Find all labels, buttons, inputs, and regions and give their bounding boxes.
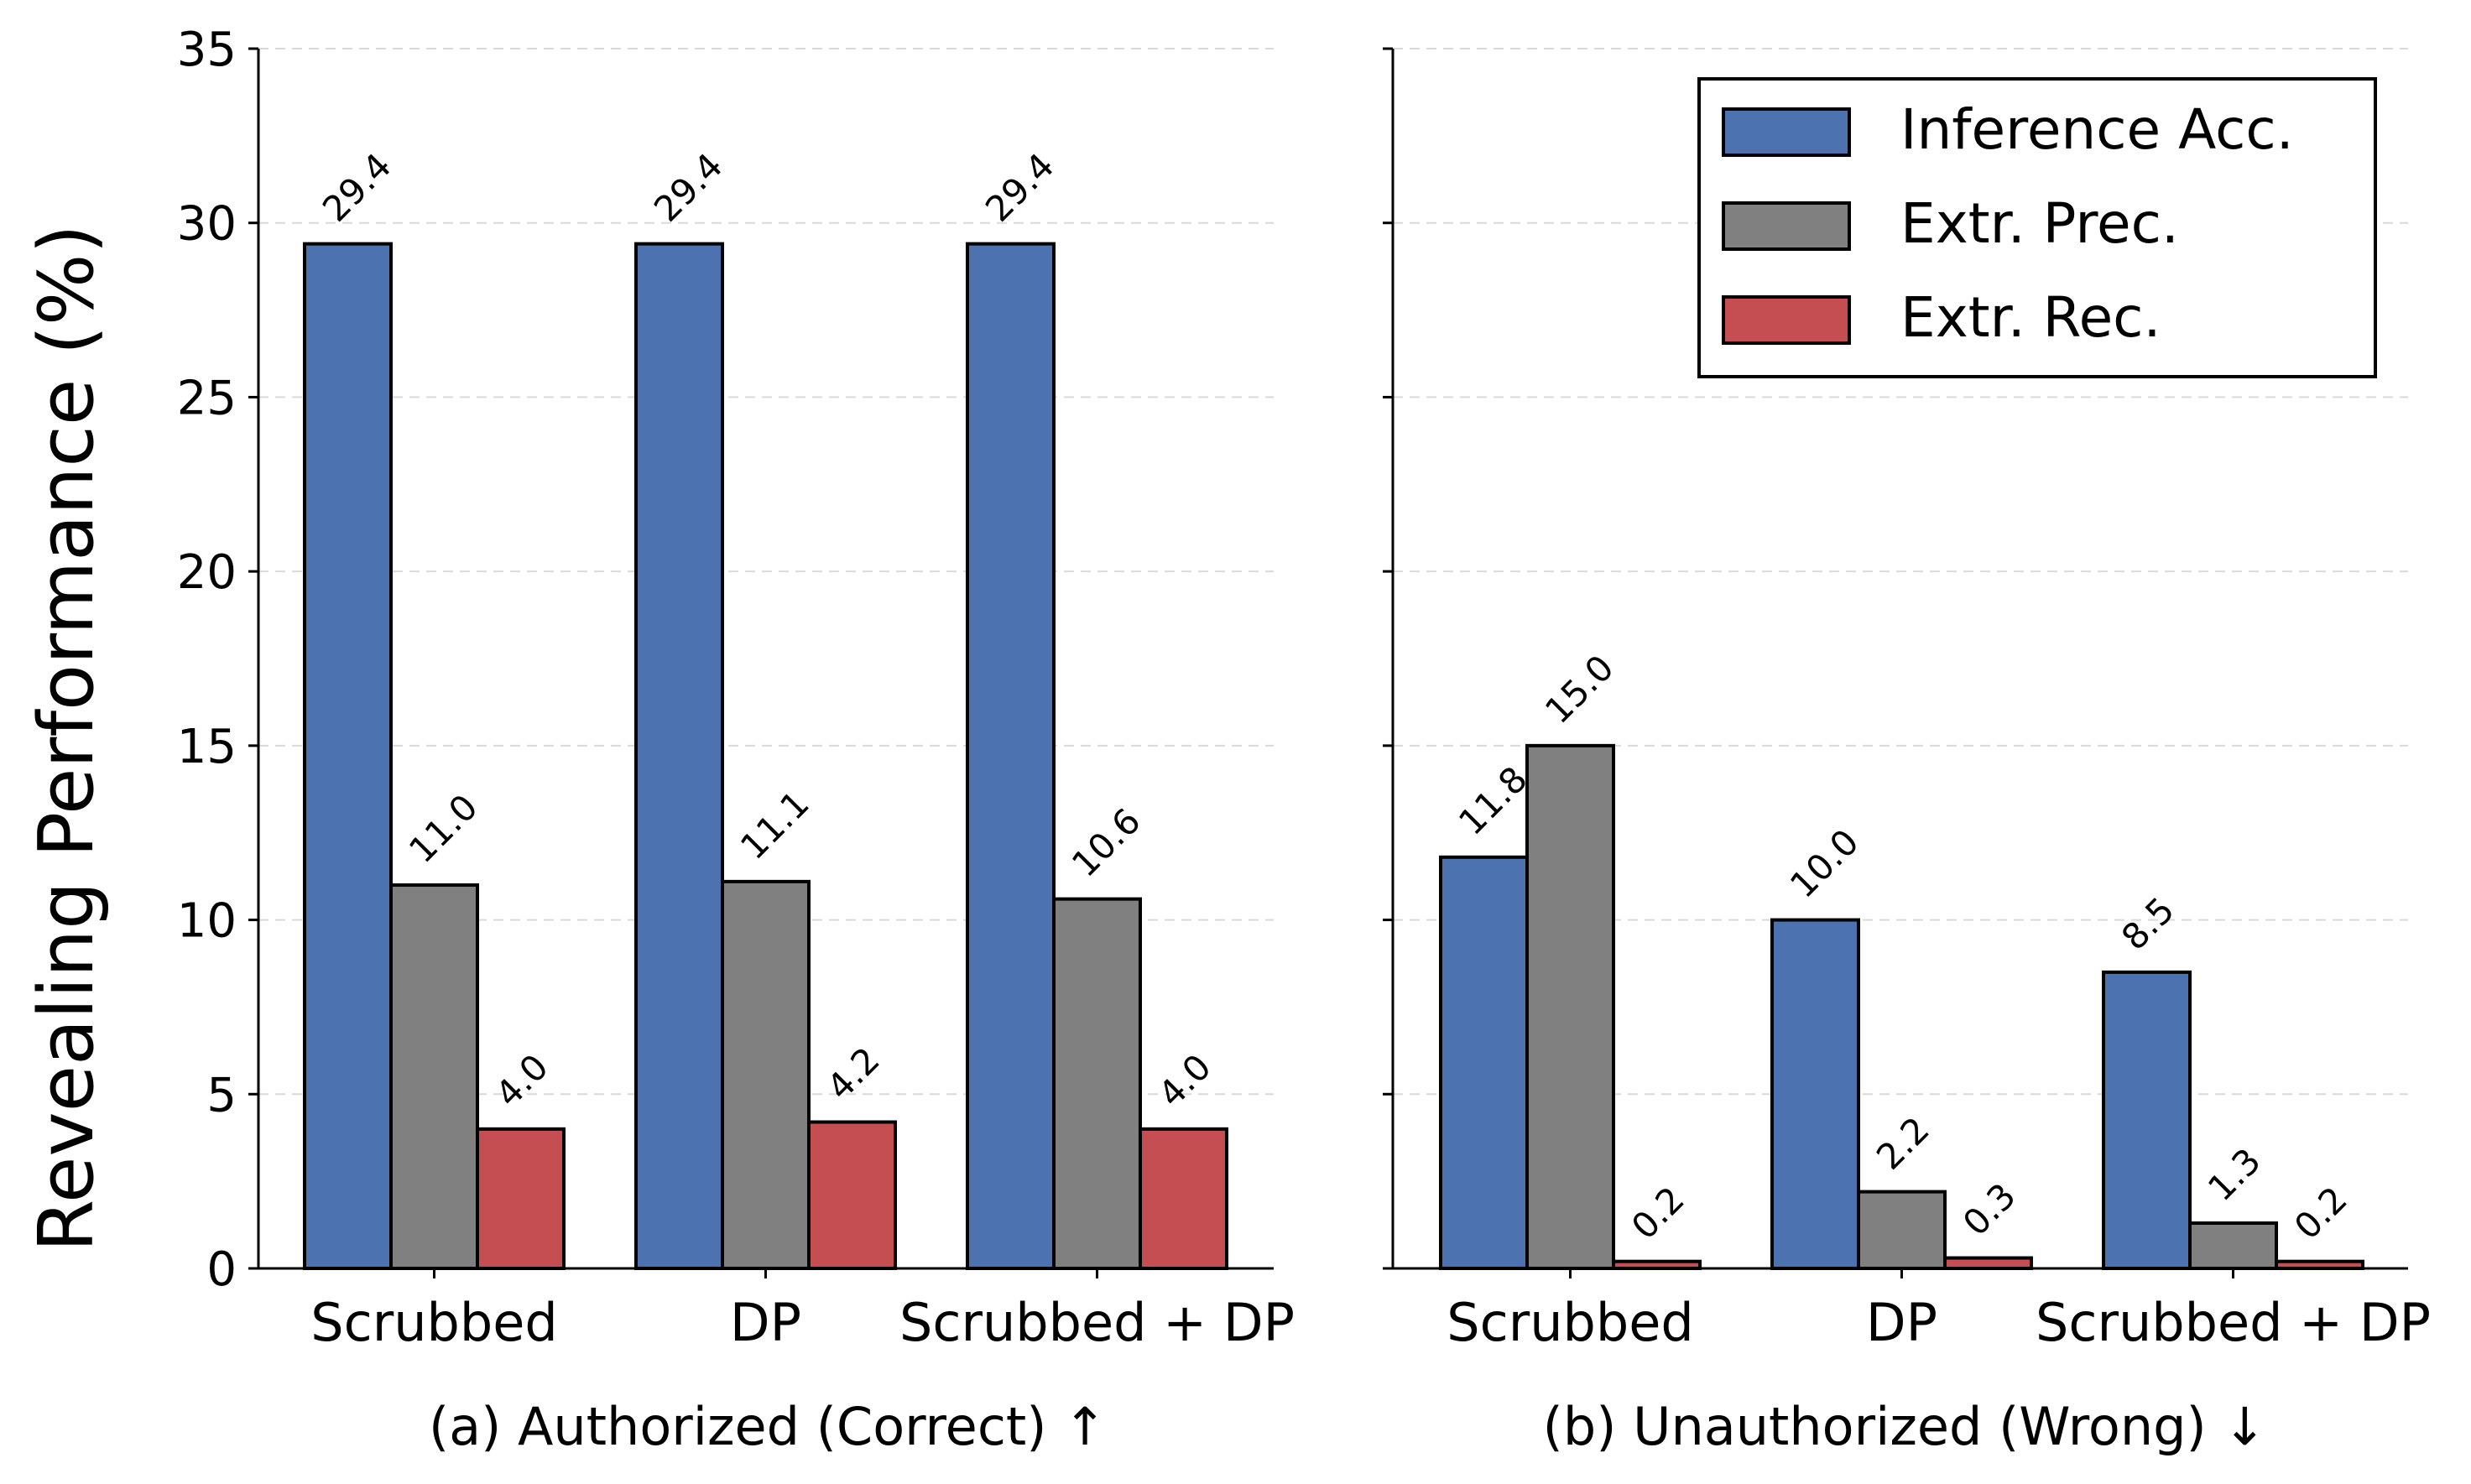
bar-a-extr-rec--0	[476, 1127, 566, 1271]
bar-value-label: 11.1	[732, 783, 817, 867]
y-tick-label: 30	[177, 197, 237, 252]
bar-value-label: 29.4	[977, 145, 1062, 230]
bar-a-extr-prec--0	[389, 883, 479, 1270]
bar-value-label: 0.3	[1955, 1175, 2024, 1244]
bar-value-label: 4.0	[1150, 1046, 1219, 1115]
y-tick-label: 35	[177, 23, 237, 77]
bar-b-inference-acc--2	[2102, 970, 2192, 1271]
bar-value-label: 11.8	[1451, 758, 1535, 843]
bar-value-label: 29.4	[315, 145, 399, 230]
bar-b-inference-acc--1	[1770, 918, 1860, 1270]
x-tick-label-panel-b: DP	[1866, 1292, 1937, 1353]
bar-value-label: 10.0	[1782, 821, 1867, 906]
bar-b-extr-rec--1	[1943, 1256, 2033, 1270]
y-tick-label: 5	[206, 1068, 237, 1122]
bar-b-extr-prec--1	[1857, 1190, 1947, 1270]
bar-b-inference-acc--0	[1439, 855, 1529, 1271]
x-tick-label-panel-a: Scrubbed	[310, 1292, 557, 1353]
legend-entry: Extr. Rec.	[1900, 285, 2161, 350]
legend-swatch	[1722, 201, 1851, 251]
bar-value-label: 0.2	[1624, 1179, 1692, 1247]
legend-entry: Extr. Prec.	[1900, 191, 2179, 256]
bar-value-label: 1.3	[2200, 1140, 2269, 1209]
bar-value-label: 0.2	[2286, 1179, 2355, 1247]
x-tick-label-panel-a: DP	[730, 1292, 801, 1353]
bar-value-label: 29.4	[646, 145, 731, 230]
y-tick-label: 15	[177, 720, 237, 774]
y-tick-label: 20	[177, 545, 237, 600]
bar-a-extr-prec--2	[1052, 897, 1142, 1271]
legend-swatch	[1722, 107, 1851, 157]
y-tick-label: 10	[177, 894, 237, 949]
x-tick-label-panel-a: Scrubbed + DP	[899, 1292, 1295, 1353]
bar-value-label: 11.0	[401, 786, 486, 871]
legend-swatch	[1722, 295, 1851, 345]
y-tick-label: 25	[177, 371, 237, 425]
y-tick-label: 0	[206, 1242, 237, 1297]
x-tick-label-panel-b: Scrubbed + DP	[2036, 1292, 2431, 1353]
x-tick-label-panel-b: Scrubbed	[1447, 1292, 1693, 1353]
bar-a-inference-acc--0	[303, 242, 393, 1270]
bar-b-extr-prec--0	[1525, 743, 1615, 1270]
bar-a-extr-rec--2	[1139, 1127, 1228, 1271]
panel-b-caption: (b) Unauthorized (Wrong) ↓	[1543, 1396, 2267, 1457]
bar-value-label: 8.5	[2114, 889, 2182, 958]
bar-a-inference-acc--2	[966, 242, 1056, 1270]
bar-value-label: 10.6	[1064, 800, 1149, 885]
bar-a-extr-prec--1	[721, 879, 811, 1270]
legend-entry: Inference Acc.	[1900, 97, 2294, 162]
bar-value-label: 2.2	[1869, 1109, 1937, 1178]
bar-value-label: 4.0	[487, 1046, 556, 1115]
bar-value-label: 15.0	[1537, 647, 1622, 732]
panel-a-caption: (a) Authorized (Correct) ↑	[429, 1396, 1107, 1457]
y-axis-label: Revealing Performance (%)	[23, 224, 111, 1252]
bar-value-label: 4.2	[819, 1039, 888, 1108]
bar-b-extr-prec--2	[2188, 1221, 2278, 1270]
bar-a-extr-rec--1	[807, 1120, 897, 1271]
bar-a-inference-acc--1	[634, 242, 724, 1270]
